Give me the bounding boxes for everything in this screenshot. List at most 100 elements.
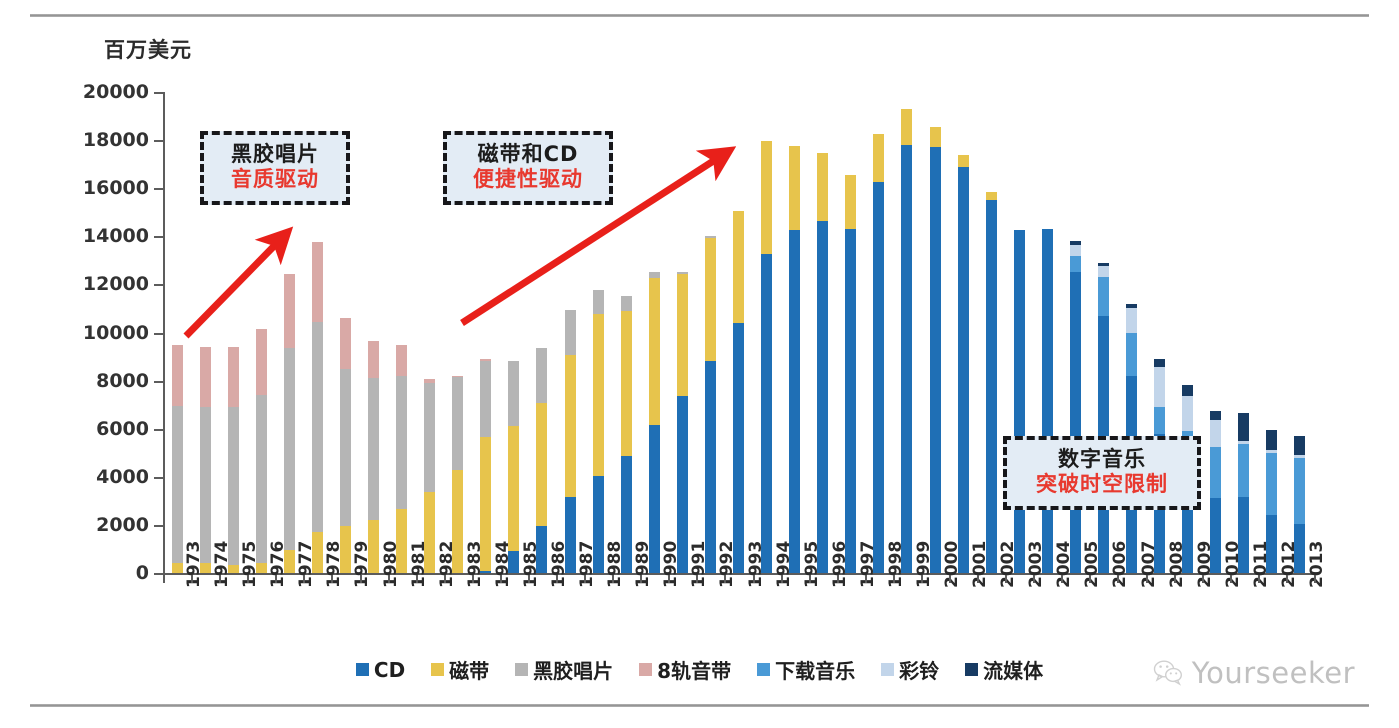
bar-1988 — [592, 290, 604, 573]
bar-1982 — [424, 379, 436, 573]
bar-1992 — [704, 236, 716, 573]
y-axis-tick-label: 0 — [135, 562, 149, 584]
x-axis-tick — [668, 575, 671, 583]
x-axis-tick — [1033, 575, 1036, 583]
x-axis-tick-label: 2002 — [998, 540, 1019, 588]
y-axis-tick — [154, 188, 163, 191]
bar-1990 — [648, 272, 660, 573]
y-axis-tick — [154, 524, 163, 527]
x-axis-tick-label: 2010 — [1222, 540, 1243, 588]
bar-segment-vinyl — [676, 272, 688, 274]
bar-2011 — [1238, 413, 1250, 573]
x-axis-line — [163, 573, 1314, 575]
legend-item-3[interactable]: 8轨音带 — [639, 655, 731, 684]
legend-label: 8轨音带 — [657, 659, 732, 683]
bar-1976 — [255, 328, 267, 573]
x-axis-tick — [331, 575, 334, 583]
bar-segment-eight_track — [480, 358, 492, 362]
bar-segment-cassette — [676, 273, 688, 397]
legend-item-5[interactable]: 彩铃 — [881, 655, 939, 684]
bar-1987 — [564, 309, 576, 573]
x-axis-tick-label: 1995 — [801, 540, 822, 588]
bar-segment-cd — [620, 456, 632, 573]
y-axis-tick-label: 2000 — [96, 513, 149, 536]
bar-segment-cassette — [648, 278, 660, 426]
bar-segment-eight_track — [368, 340, 380, 379]
legend-item-2[interactable]: 黑胶唱片 — [515, 655, 613, 684]
bar-segment-cassette — [171, 563, 183, 573]
y-axis-unit-label: 百万美元 — [104, 38, 192, 62]
bar-segment-streaming — [1238, 413, 1250, 441]
bar-segment-cassette — [845, 174, 857, 230]
legend-item-0[interactable]: CD — [355, 657, 406, 682]
x-axis-tick-label: 1984 — [492, 540, 513, 588]
x-axis-tick — [275, 575, 278, 583]
legend-item-4[interactable]: 下载音乐 — [757, 655, 855, 684]
y-axis-tick — [154, 236, 163, 239]
bar-segment-ringtone — [1238, 440, 1250, 445]
x-axis-tick-label: 1988 — [605, 540, 626, 588]
legend-item-6[interactable]: 流媒体 — [965, 655, 1043, 684]
x-axis-tick-label: 1976 — [268, 540, 289, 588]
bar-segment-cassette — [368, 520, 380, 573]
legend-swatch-icon — [639, 663, 653, 676]
bar-segment-cd — [985, 200, 997, 573]
bar-1991 — [676, 272, 688, 573]
bar-segment-cassette — [199, 563, 211, 573]
bar-segment-cd — [536, 526, 548, 573]
x-axis-tick — [1285, 575, 1288, 583]
x-axis-tick-label: 1989 — [633, 540, 654, 588]
x-axis-tick-label: 1992 — [717, 540, 738, 588]
x-axis-tick — [1257, 575, 1260, 583]
x-axis-tick-label: 1990 — [661, 540, 682, 588]
bar-2003 — [1013, 230, 1025, 573]
legend-label: CD — [373, 657, 406, 682]
x-axis-tick-label: 1985 — [520, 540, 541, 588]
legend-item-1[interactable]: 磁带 — [431, 655, 489, 684]
bar-segment-streaming — [1097, 262, 1109, 267]
bar-segment-cd — [648, 425, 660, 573]
bar-1989 — [620, 296, 632, 573]
x-axis-tick — [808, 575, 811, 583]
bar-1999 — [901, 108, 913, 573]
x-axis-tick — [584, 575, 587, 583]
bar-segment-cassette — [311, 532, 323, 573]
bar-segment-cassette — [873, 134, 885, 183]
bar-segment-download — [1266, 452, 1278, 516]
bar-segment-cd — [873, 182, 885, 573]
bar-segment-cassette — [227, 564, 239, 573]
x-axis-tick — [303, 575, 306, 583]
x-axis-tick-label: 1981 — [408, 540, 429, 588]
bar-segment-streaming — [1294, 435, 1306, 456]
bar-segment-cd — [1294, 523, 1306, 573]
x-axis-tick — [752, 575, 755, 583]
bar-segment-eight_track — [227, 346, 239, 408]
bar-segment-cassette — [480, 437, 492, 571]
bar-segment-eight_track — [452, 375, 464, 377]
bar-segment-vinyl — [592, 290, 604, 315]
bar-segment-vinyl — [620, 296, 632, 311]
x-axis-tick — [219, 575, 222, 583]
bar-segment-download — [1126, 332, 1138, 376]
bar-segment-ringtone — [1154, 367, 1166, 408]
y-axis-tick-label: 4000 — [96, 465, 149, 488]
bar-segment-vinyl — [564, 309, 576, 356]
bar-segment-eight_track — [311, 242, 323, 322]
bar-segment-vinyl — [368, 378, 380, 521]
bar-2002 — [985, 191, 997, 573]
bar-segment-eight_track — [199, 346, 211, 408]
bar-segment-cd — [957, 166, 969, 573]
bar-1997 — [845, 174, 857, 573]
legend-swatch-icon — [355, 663, 369, 676]
x-axis-tick — [387, 575, 390, 583]
y-axis-tick-label: 10000 — [82, 321, 149, 344]
bar-2012 — [1266, 429, 1278, 573]
x-axis-tick — [1173, 575, 1176, 583]
legend-swatch-icon — [515, 663, 529, 676]
x-axis-tick — [556, 575, 559, 583]
callout-cassette-cd-era: 磁带和CD 便捷性驱动 — [443, 131, 613, 205]
bar-segment-ringtone — [1126, 308, 1138, 333]
callout-digital-era: 数字音乐 突破时空限制 — [1003, 436, 1201, 510]
x-axis-tick-label: 2011 — [1250, 540, 1271, 588]
bar-segment-ringtone — [1266, 450, 1278, 453]
